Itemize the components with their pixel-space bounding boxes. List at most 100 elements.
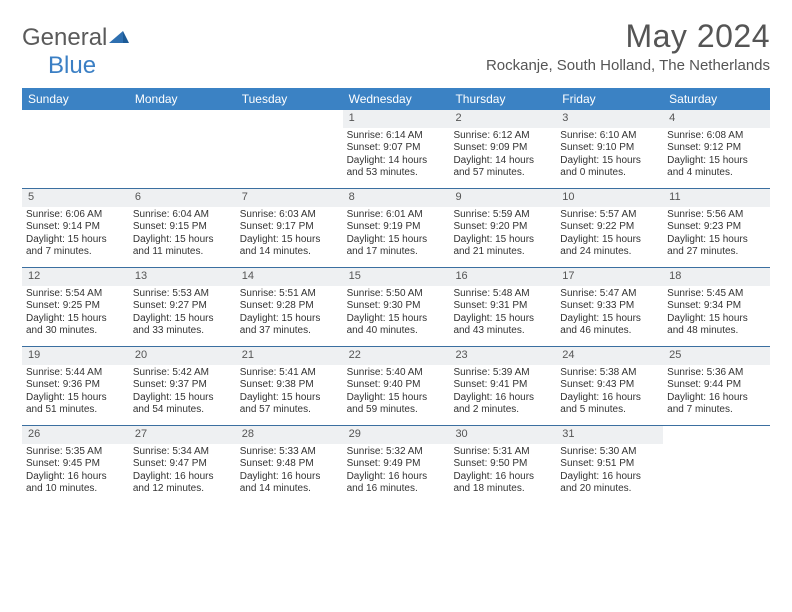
sunrise-text: Sunrise: 5:48 AM	[453, 288, 552, 301]
day-number: 29	[343, 426, 450, 444]
day-number: 16	[449, 268, 556, 286]
calendar-day: 25Sunrise: 5:36 AMSunset: 9:44 PMDayligh…	[663, 347, 770, 425]
sunrise-text: Sunrise: 5:44 AM	[26, 367, 125, 380]
weekday-header: SundayMondayTuesdayWednesdayThursdayFrid…	[22, 88, 770, 110]
sunset-text: Sunset: 9:30 PM	[347, 300, 446, 313]
day-number: 28	[236, 426, 343, 444]
sunrise-text: Sunrise: 5:35 AM	[26, 446, 125, 459]
day-number: 19	[22, 347, 129, 365]
sunrise-text: Sunrise: 5:36 AM	[667, 367, 766, 380]
day-number: 26	[22, 426, 129, 444]
calendar-day: 11Sunrise: 5:56 AMSunset: 9:23 PMDayligh…	[663, 189, 770, 267]
month-title: May 2024	[486, 18, 770, 55]
sunrise-text: Sunrise: 5:32 AM	[347, 446, 446, 459]
calendar-day: 13Sunrise: 5:53 AMSunset: 9:27 PMDayligh…	[129, 268, 236, 346]
calendar-week: 12Sunrise: 5:54 AMSunset: 9:25 PMDayligh…	[22, 267, 770, 346]
day-details: Sunrise: 6:01 AMSunset: 9:19 PMDaylight:…	[343, 207, 450, 263]
daylight-text: Daylight: 14 hours and 57 minutes.	[453, 155, 552, 180]
day-number: 27	[129, 426, 236, 444]
day-number: 7	[236, 189, 343, 207]
daylight-text: Daylight: 15 hours and 46 minutes.	[560, 313, 659, 338]
sunrise-text: Sunrise: 6:08 AM	[667, 130, 766, 143]
sunrise-text: Sunrise: 5:34 AM	[133, 446, 232, 459]
title-block: May 2024 Rockanje, South Holland, The Ne…	[486, 18, 770, 74]
sunset-text: Sunset: 9:49 PM	[347, 458, 446, 471]
sunrise-text: Sunrise: 5:31 AM	[453, 446, 552, 459]
day-number: 30	[449, 426, 556, 444]
day-details: Sunrise: 5:45 AMSunset: 9:34 PMDaylight:…	[663, 286, 770, 342]
calendar-day: 29Sunrise: 5:32 AMSunset: 9:49 PMDayligh…	[343, 426, 450, 504]
day-details: Sunrise: 6:12 AMSunset: 9:09 PMDaylight:…	[449, 128, 556, 184]
daylight-text: Daylight: 15 hours and 0 minutes.	[560, 155, 659, 180]
sunset-text: Sunset: 9:51 PM	[560, 458, 659, 471]
day-number: 1	[343, 110, 450, 128]
sunset-text: Sunset: 9:43 PM	[560, 379, 659, 392]
day-details: Sunrise: 5:48 AMSunset: 9:31 PMDaylight:…	[449, 286, 556, 342]
day-number: 3	[556, 110, 663, 128]
daylight-text: Daylight: 15 hours and 11 minutes.	[133, 234, 232, 259]
day-details: Sunrise: 6:06 AMSunset: 9:14 PMDaylight:…	[22, 207, 129, 263]
day-details: Sunrise: 6:08 AMSunset: 9:12 PMDaylight:…	[663, 128, 770, 184]
day-number: 23	[449, 347, 556, 365]
calendar-day: 10Sunrise: 5:57 AMSunset: 9:22 PMDayligh…	[556, 189, 663, 267]
daylight-text: Daylight: 16 hours and 12 minutes.	[133, 471, 232, 496]
sunrise-text: Sunrise: 6:12 AM	[453, 130, 552, 143]
sunrise-text: Sunrise: 6:01 AM	[347, 209, 446, 222]
calendar-day: 5Sunrise: 6:06 AMSunset: 9:14 PMDaylight…	[22, 189, 129, 267]
calendar-day: 22Sunrise: 5:40 AMSunset: 9:40 PMDayligh…	[343, 347, 450, 425]
day-number: 10	[556, 189, 663, 207]
day-number: 6	[129, 189, 236, 207]
daylight-text: Daylight: 15 hours and 57 minutes.	[240, 392, 339, 417]
calendar-day: 7Sunrise: 6:03 AMSunset: 9:17 PMDaylight…	[236, 189, 343, 267]
day-number: 8	[343, 189, 450, 207]
sunset-text: Sunset: 9:25 PM	[26, 300, 125, 313]
calendar-day: 14Sunrise: 5:51 AMSunset: 9:28 PMDayligh…	[236, 268, 343, 346]
daylight-text: Daylight: 15 hours and 24 minutes.	[560, 234, 659, 259]
calendar-day-empty	[663, 426, 770, 504]
calendar-day: 9Sunrise: 5:59 AMSunset: 9:20 PMDaylight…	[449, 189, 556, 267]
sunrise-text: Sunrise: 5:50 AM	[347, 288, 446, 301]
day-details: Sunrise: 5:56 AMSunset: 9:23 PMDaylight:…	[663, 207, 770, 263]
day-details: Sunrise: 5:59 AMSunset: 9:20 PMDaylight:…	[449, 207, 556, 263]
day-number: 15	[343, 268, 450, 286]
day-details: Sunrise: 6:14 AMSunset: 9:07 PMDaylight:…	[343, 128, 450, 184]
logo-text: General Blue	[22, 24, 129, 80]
header: General Blue May 2024 Rockanje, South Ho…	[22, 18, 770, 80]
day-details: Sunrise: 5:57 AMSunset: 9:22 PMDaylight:…	[556, 207, 663, 263]
day-number: 9	[449, 189, 556, 207]
sunrise-text: Sunrise: 5:30 AM	[560, 446, 659, 459]
day-number: 13	[129, 268, 236, 286]
sunset-text: Sunset: 9:38 PM	[240, 379, 339, 392]
sunrise-text: Sunrise: 5:53 AM	[133, 288, 232, 301]
calendar-day: 31Sunrise: 5:30 AMSunset: 9:51 PMDayligh…	[556, 426, 663, 504]
daylight-text: Daylight: 15 hours and 21 minutes.	[453, 234, 552, 259]
calendar-day: 16Sunrise: 5:48 AMSunset: 9:31 PMDayligh…	[449, 268, 556, 346]
calendar-day: 23Sunrise: 5:39 AMSunset: 9:41 PMDayligh…	[449, 347, 556, 425]
day-number: 21	[236, 347, 343, 365]
day-details: Sunrise: 5:54 AMSunset: 9:25 PMDaylight:…	[22, 286, 129, 342]
sunset-text: Sunset: 9:34 PM	[667, 300, 766, 313]
calendar-day: 18Sunrise: 5:45 AMSunset: 9:34 PMDayligh…	[663, 268, 770, 346]
sunset-text: Sunset: 9:07 PM	[347, 142, 446, 155]
weekday-label: Saturday	[663, 88, 770, 110]
sunrise-text: Sunrise: 6:03 AM	[240, 209, 339, 222]
calendar-day: 2Sunrise: 6:12 AMSunset: 9:09 PMDaylight…	[449, 110, 556, 188]
daylight-text: Daylight: 15 hours and 17 minutes.	[347, 234, 446, 259]
sunset-text: Sunset: 9:33 PM	[560, 300, 659, 313]
day-details: Sunrise: 5:30 AMSunset: 9:51 PMDaylight:…	[556, 444, 663, 500]
calendar-body: 1Sunrise: 6:14 AMSunset: 9:07 PMDaylight…	[22, 110, 770, 504]
sunset-text: Sunset: 9:10 PM	[560, 142, 659, 155]
calendar-day: 30Sunrise: 5:31 AMSunset: 9:50 PMDayligh…	[449, 426, 556, 504]
weekday-label: Friday	[556, 88, 663, 110]
sunset-text: Sunset: 9:15 PM	[133, 221, 232, 234]
daylight-text: Daylight: 16 hours and 14 minutes.	[240, 471, 339, 496]
daylight-text: Daylight: 16 hours and 7 minutes.	[667, 392, 766, 417]
daylight-text: Daylight: 15 hours and 4 minutes.	[667, 155, 766, 180]
calendar-day: 24Sunrise: 5:38 AMSunset: 9:43 PMDayligh…	[556, 347, 663, 425]
daylight-text: Daylight: 16 hours and 10 minutes.	[26, 471, 125, 496]
day-number: 18	[663, 268, 770, 286]
sunrise-text: Sunrise: 5:33 AM	[240, 446, 339, 459]
sunset-text: Sunset: 9:09 PM	[453, 142, 552, 155]
sunset-text: Sunset: 9:44 PM	[667, 379, 766, 392]
daylight-text: Daylight: 15 hours and 27 minutes.	[667, 234, 766, 259]
